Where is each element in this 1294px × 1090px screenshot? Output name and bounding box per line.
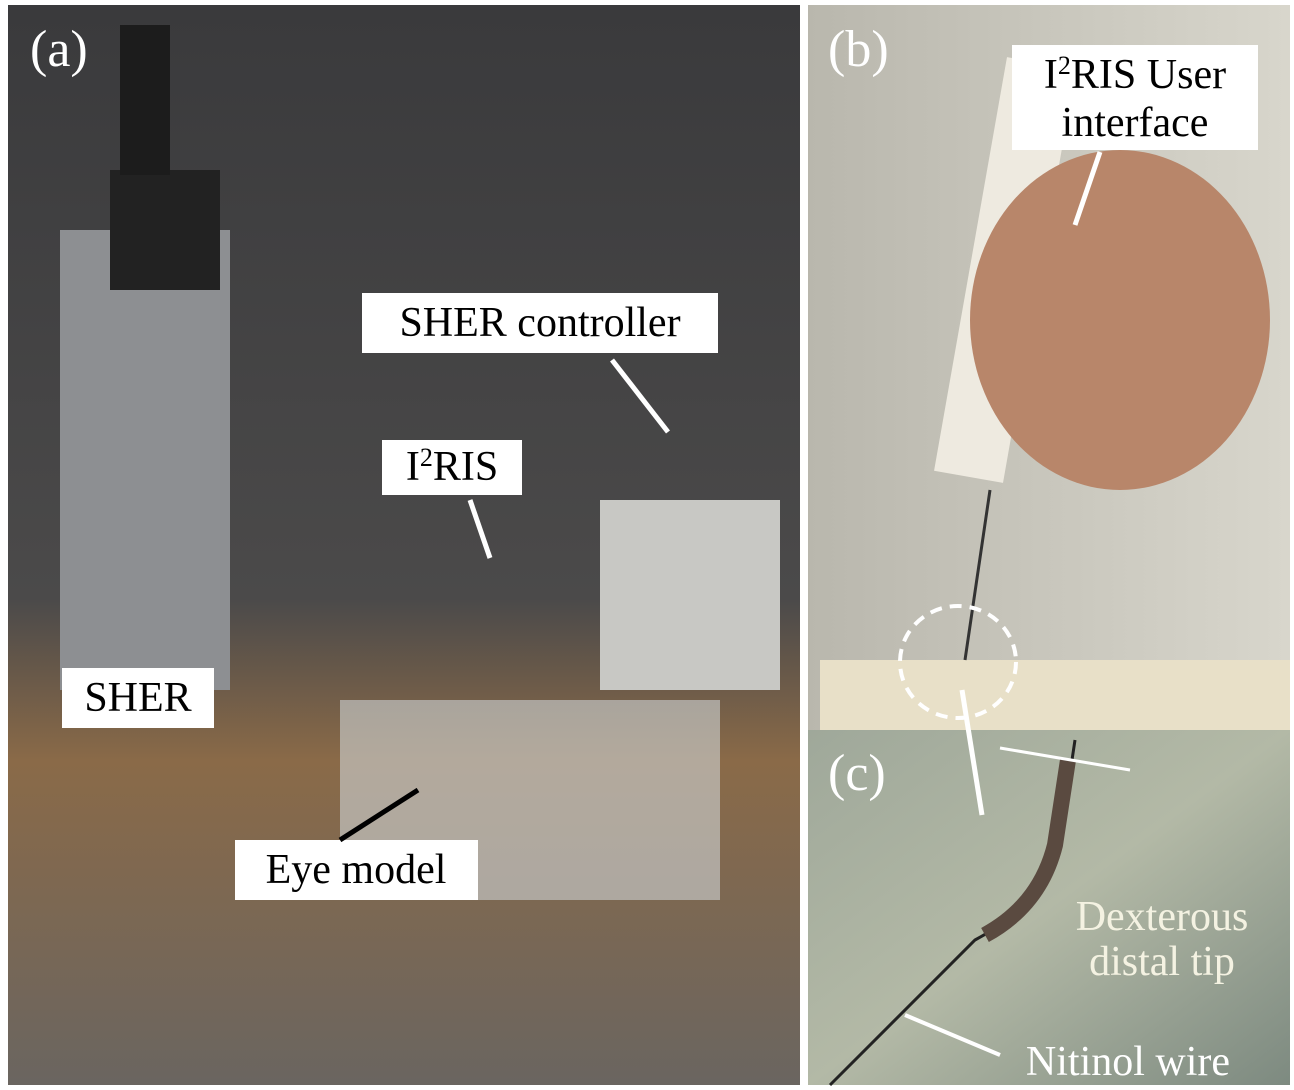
robot-body [60, 230, 230, 690]
microscope [120, 25, 170, 175]
panel-c: (c) Dexterous distal tip Nitinol wire [808, 690, 1290, 1085]
label: SHER controller [399, 300, 680, 346]
label: Nitinol wire [1026, 1039, 1230, 1085]
label-part: RIS User [1071, 52, 1226, 98]
hand [970, 150, 1270, 490]
label-part: I [1044, 52, 1058, 98]
label: SHER [84, 675, 191, 721]
label: Dexterous [1076, 894, 1249, 940]
controller-box [600, 500, 780, 690]
label: I2RIS [406, 443, 498, 490]
label-part: RIS [433, 444, 498, 490]
label: distal tip [1089, 939, 1235, 985]
label: interface [1062, 100, 1209, 146]
panel-b: (b) I2RIS User interface [808, 5, 1290, 730]
robot-head [110, 170, 220, 290]
stage [820, 660, 1290, 730]
panel-label: (a) [30, 21, 88, 78]
label: I2RIS User [1044, 51, 1226, 98]
panel-label: (b) [828, 21, 889, 78]
label: Eye model [266, 847, 447, 893]
panel-a: (a) SHER controller I2RIS SHER Eye model [8, 5, 800, 1085]
superscript: 2 [420, 443, 433, 472]
figure: (a) SHER controller I2RIS SHER Eye model… [0, 0, 1294, 1090]
panel-label: (c) [828, 745, 886, 802]
superscript: 2 [1058, 51, 1071, 80]
label-part: I [406, 444, 420, 490]
